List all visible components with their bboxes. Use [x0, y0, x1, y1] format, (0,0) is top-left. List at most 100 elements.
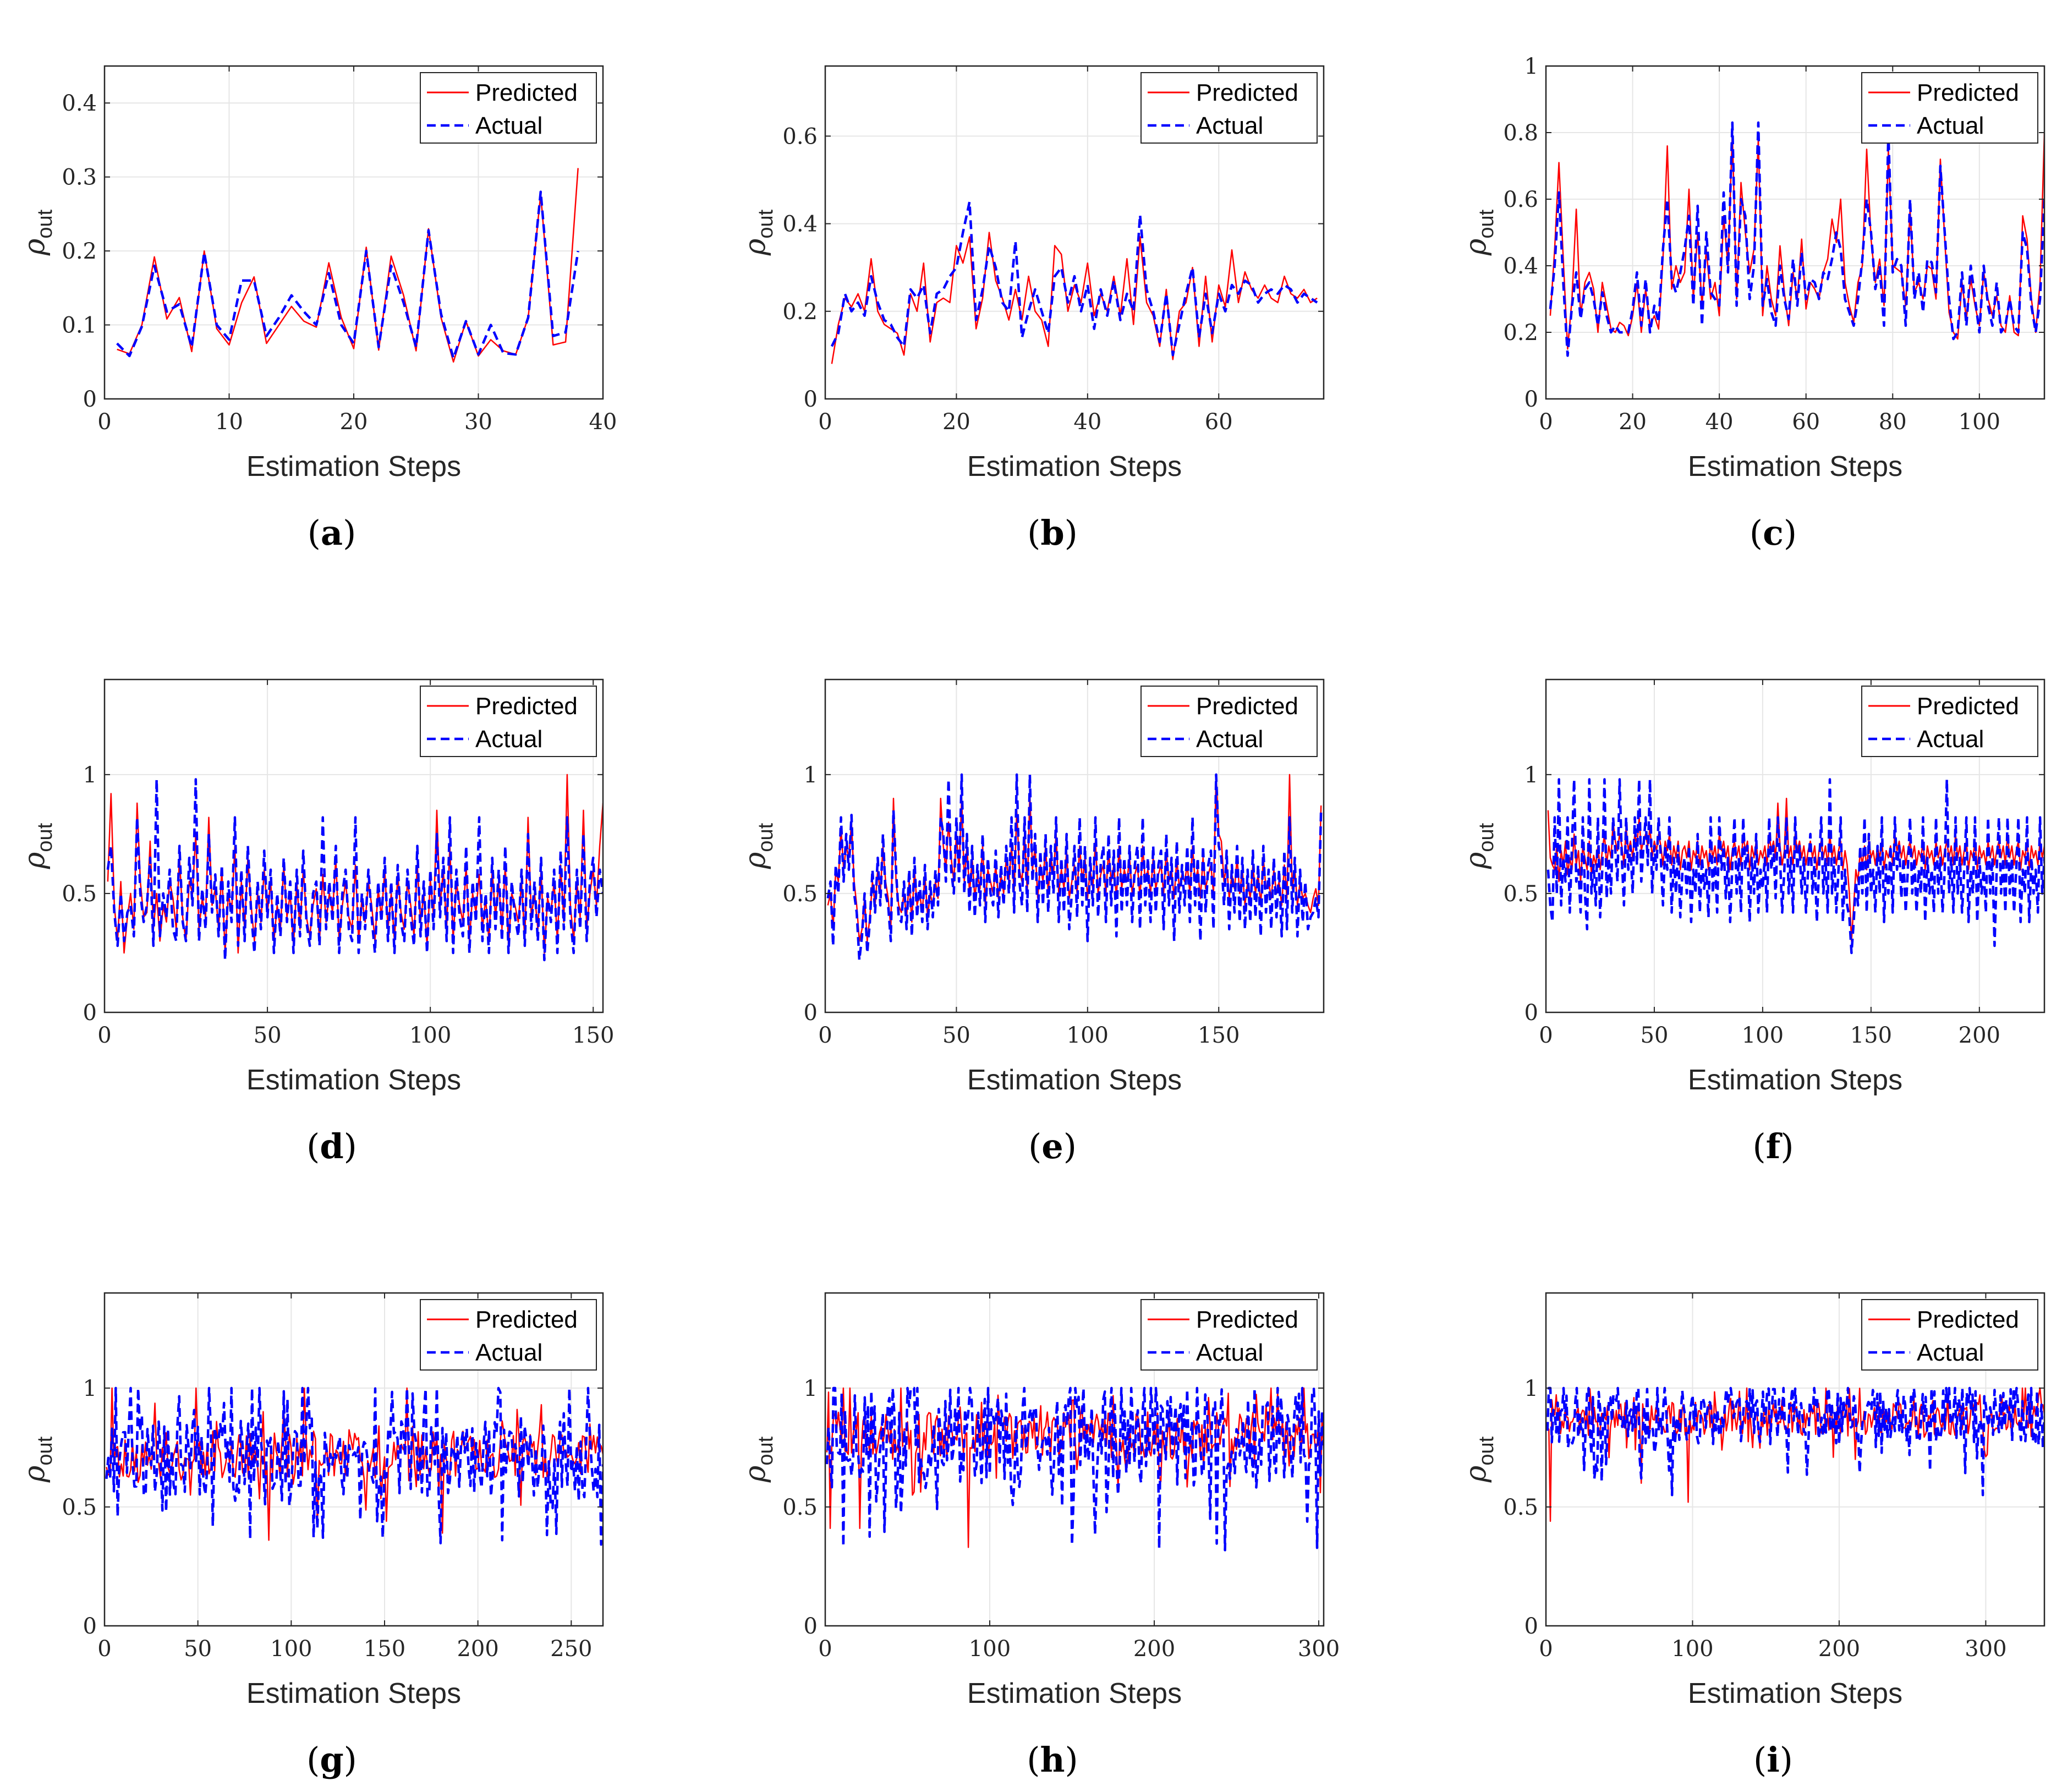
x-tick-label: 150	[1198, 1023, 1240, 1048]
legend-box	[420, 686, 597, 757]
x-axis-label: Estimation Steps	[1688, 1064, 1902, 1096]
x-tick-label: 50	[1641, 1023, 1669, 1048]
y-tick-label: 0.4	[782, 212, 818, 237]
x-tick-label: 100	[270, 1636, 312, 1662]
y-axis-label: ρout	[18, 1436, 57, 1483]
caption-paren-open: (	[1028, 1126, 1041, 1166]
caption-paren-open: (	[1752, 1126, 1765, 1166]
caption-letter: d	[320, 1126, 343, 1166]
y-axis-label: ρout	[739, 823, 777, 869]
legend: Predicted Actual	[1861, 72, 2038, 144]
legend-box	[1140, 686, 1318, 757]
panel-i: 0 100 200 300 0 0.5 1 Estimation Steps ρout Predi…	[1460, 1292, 2045, 1780]
panel-caption: (d)	[306, 1126, 357, 1166]
series-lines	[826, 773, 1323, 962]
legend-actual-label: Actual	[475, 726, 542, 753]
x-tick-label: 20	[942, 409, 970, 435]
y-tick-label: 0.2	[782, 299, 818, 325]
y-tick-label: 1	[804, 1376, 818, 1401]
x-tick-label: 20	[340, 409, 368, 435]
series-lines	[106, 774, 603, 962]
actual-series-line	[105, 1387, 603, 1546]
x-tick-label: 100	[1067, 1023, 1109, 1048]
y-tick-label: 0	[1524, 1614, 1538, 1639]
x-tick-label: 0	[818, 1023, 832, 1048]
y-axis-label-symbol: ρ	[1460, 1465, 1493, 1483]
x-tick-label: 100	[409, 1023, 451, 1048]
caption-letter: g	[320, 1740, 343, 1780]
axes-box	[1545, 1292, 2045, 1627]
caption-letter: e	[1041, 1126, 1063, 1166]
caption-paren-close: )	[1063, 1126, 1077, 1166]
x-tick-label: 30	[464, 409, 492, 435]
y-tick-label: 0.4	[62, 91, 97, 116]
y-axis-label-symbol: ρ	[1460, 238, 1493, 256]
legend-box	[420, 1299, 597, 1371]
series-lines	[825, 1387, 1324, 1552]
x-tick-label: 100	[1959, 409, 2000, 435]
predicted-series-line	[1547, 797, 2044, 942]
y-axis-label-subscript: out	[754, 1436, 777, 1465]
predicted-series-line	[831, 232, 1318, 364]
panel-caption: (h)	[1027, 1740, 1078, 1780]
x-tick-label: 300	[1298, 1636, 1340, 1662]
y-axis-label: ρout	[1460, 823, 1498, 869]
x-axis-label: Estimation Steps	[967, 451, 1182, 483]
legend-box	[1861, 72, 2038, 144]
caption-letter: a	[321, 513, 343, 553]
axes-box	[103, 1292, 604, 1627]
caption-paren-close: )	[343, 513, 356, 553]
y-tick-label: 0.5	[782, 1495, 818, 1520]
panel-d: 0 50 100 150 0 0.5 1 Estimation Steps ρout Predic…	[18, 678, 614, 1166]
x-tick-label: 60	[1205, 409, 1233, 435]
y-tick-label: 0.5	[782, 881, 818, 907]
y-axis-label-symbol: ρ	[739, 1465, 772, 1483]
x-tick-label: 0	[818, 409, 832, 435]
x-tick-label: 150	[1850, 1023, 1892, 1048]
y-tick-label: 0.4	[1503, 254, 1538, 279]
actual-series-line	[825, 1387, 1324, 1552]
caption-letter: f	[1766, 1126, 1783, 1166]
panel-g: 0 50 100 150 200 250 0 0.5 1 Estimation Steps ρout…	[18, 1292, 604, 1780]
y-axis-label-subscript: out	[34, 823, 57, 852]
legend-actual-label: Actual	[1196, 726, 1263, 753]
series-lines	[1549, 121, 2044, 357]
y-axis-label-subscript: out	[34, 1436, 57, 1465]
legend: Predicted Actual	[1140, 1299, 1318, 1371]
caption-paren-open: (	[306, 1126, 320, 1166]
y-tick-label: 1	[1524, 54, 1538, 79]
x-tick-label: 200	[1818, 1636, 1860, 1662]
legend-predicted-label: Predicted	[1196, 79, 1298, 106]
x-tick-label: 0	[1539, 1023, 1553, 1048]
y-axis-label: ρout	[1460, 209, 1498, 256]
y-tick-label: 0.2	[62, 239, 97, 264]
y-tick-label: 0.5	[62, 1495, 97, 1520]
y-tick-label: 0	[83, 1614, 97, 1639]
legend-predicted-label: Predicted	[475, 693, 578, 720]
axes-box	[1545, 678, 2045, 1013]
y-axis-label-symbol: ρ	[18, 238, 51, 256]
legend-box	[1140, 1299, 1318, 1371]
panel-a: 0 10 20 30 40 0 0.1 0.2 0.3 0.4 Estimation Steps ρo…	[18, 65, 617, 553]
y-axis-label-subscript: out	[1475, 209, 1498, 238]
x-tick-label: 150	[572, 1023, 614, 1048]
x-tick-label: 60	[1792, 409, 1820, 435]
caption-paren-open: (	[1753, 1740, 1767, 1780]
x-tick-label: 40	[1705, 409, 1734, 435]
legend-box	[1140, 72, 1318, 144]
x-axis-label: Estimation Steps	[1688, 451, 1902, 483]
legend-actual-label: Actual	[1196, 1339, 1263, 1366]
caption-paren-close: )	[344, 1126, 357, 1166]
y-tick-label: 0	[1524, 387, 1538, 412]
y-tick-label: 0.2	[1503, 320, 1538, 346]
x-tick-label: 100	[1671, 1636, 1713, 1662]
legend-predicted-label: Predicted	[1196, 693, 1298, 720]
x-tick-label: 80	[1879, 409, 1907, 435]
y-tick-label: 0	[804, 1000, 818, 1026]
legend-predicted-label: Predicted	[1917, 1306, 2019, 1333]
panel-f: 0 50 100 150 200 0 0.5 1 Estimation Steps ρout Pre…	[1460, 678, 2045, 1166]
y-axis-label-subscript: out	[1475, 823, 1498, 852]
x-axis-label: Estimation Steps	[246, 1678, 461, 1709]
axes-box	[824, 1292, 1325, 1627]
legend-predicted-label: Predicted	[475, 79, 578, 106]
